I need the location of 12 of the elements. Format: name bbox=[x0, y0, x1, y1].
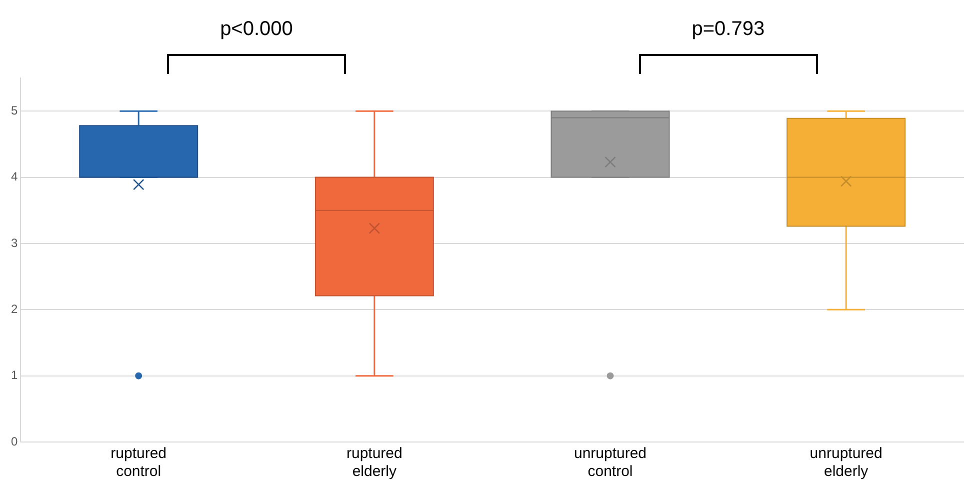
x-tick-label: unruptured control bbox=[574, 445, 647, 480]
x-tick-label: unruptured elderly bbox=[810, 445, 882, 480]
y-tick-label: 5 bbox=[10, 103, 18, 118]
text: p=0.793 bbox=[690, 18, 766, 41]
y-tick-label: 0 bbox=[10, 434, 18, 448]
x-tick-label: ruptured control bbox=[110, 445, 167, 480]
y-tick-label: 4 bbox=[10, 170, 18, 184]
y-tick-label: 1 bbox=[10, 368, 18, 382]
y-tick-label: 3 bbox=[10, 236, 18, 250]
x-tick-label: ruptured elderly bbox=[346, 445, 402, 480]
y-tick-label: 2 bbox=[10, 302, 18, 316]
text: p<0.000 bbox=[219, 18, 294, 41]
